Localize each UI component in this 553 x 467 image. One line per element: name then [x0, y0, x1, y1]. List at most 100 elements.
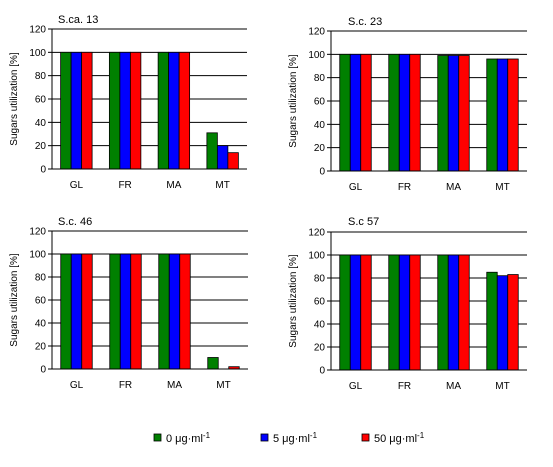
- bar-ma-series-2: [447, 254, 460, 371]
- bar-gl-series-1: [339, 254, 351, 371]
- bar-fr-series-1: [108, 51, 121, 170]
- bar-ma-series-1: [158, 253, 170, 370]
- y-tick-label: 60: [35, 95, 47, 106]
- bar-gl-series-1: [60, 253, 72, 370]
- bar-fr-series-3: [409, 254, 421, 371]
- y-tick-label: 60: [35, 296, 47, 307]
- bar-ma-series-1: [437, 254, 449, 371]
- bar-fr-series-3: [409, 53, 421, 172]
- bar-fr-series-2: [119, 51, 131, 170]
- bar-fr-series-2: [398, 53, 411, 172]
- bar-gl-series-3: [81, 253, 93, 370]
- chart-panel-4: S.c 57 0 20 40 60 80 100 120 Sugars utilization …: [288, 216, 527, 392]
- chart-panel-1: S.ca. 13 0 20 40 60 80 100 120 Sugars utilizatio…: [9, 14, 247, 191]
- x-tick-label: GL: [70, 180, 84, 191]
- y-tick-label: 60: [314, 297, 326, 308]
- x-tick-label: MT: [216, 380, 230, 391]
- y-tick-label: 0: [319, 167, 325, 178]
- bar-gl-series-2: [349, 254, 362, 371]
- legend-swatch: [153, 433, 162, 442]
- y-axis-title: Sugars utilization [%]: [9, 52, 20, 146]
- y-axis-title: Sugars utilization [%]: [9, 253, 20, 347]
- y-tick-label: 20: [35, 342, 47, 353]
- y-tick-label: 100: [308, 50, 325, 61]
- legend-label-superscript: -1: [310, 431, 318, 440]
- bar-fr-series-1: [109, 253, 121, 370]
- y-tick-label: 0: [40, 365, 46, 376]
- bar-gl-series-3: [360, 254, 372, 371]
- panel-title: S.c. 23: [348, 16, 382, 28]
- x-tick-label: FR: [398, 182, 411, 193]
- y-tick-label: 80: [314, 73, 326, 84]
- bar-mt-series-1: [207, 357, 219, 370]
- bar-mt-series-1: [486, 271, 498, 371]
- chart-panel-2: S.c. 23 0 20 40 60 80 100 120 Sugars utilization…: [288, 16, 527, 193]
- y-tick-label: 0: [40, 165, 46, 176]
- y-tick-label: 80: [314, 274, 326, 285]
- bar-ma-series-1: [157, 51, 170, 170]
- y-tick-label: 40: [314, 120, 326, 131]
- bar-gl-series-2: [70, 253, 83, 370]
- bar-ma-series-2: [168, 51, 180, 170]
- legend-entry-3: 50 μg·ml-1: [361, 431, 425, 445]
- legend-label-superscript: -1: [417, 431, 425, 440]
- bar-gl-series-3: [81, 51, 93, 170]
- legend-label: 0 μg·ml-1: [166, 431, 211, 445]
- bar-fr-series-1: [388, 254, 400, 371]
- legend: 0 μg·ml-1 5 μg·ml-1 50 μg·ml-1: [153, 431, 425, 445]
- x-tick-label: MA: [166, 180, 181, 191]
- bar-ma-series-2: [447, 55, 460, 172]
- y-tick-label: 100: [29, 250, 46, 261]
- x-tick-label: MA: [446, 182, 461, 193]
- bar-mt-series-3: [507, 274, 519, 371]
- x-tick-label: MA: [446, 381, 461, 392]
- legend-swatch: [260, 433, 269, 442]
- bar-gl-series-2: [70, 51, 83, 170]
- y-tick-label: 120: [308, 228, 325, 239]
- y-tick-label: 60: [314, 97, 326, 108]
- y-tick-label: 40: [35, 319, 47, 330]
- y-tick-label: 100: [29, 48, 46, 59]
- x-tick-label: GL: [70, 380, 84, 391]
- y-tick-label: 120: [308, 27, 325, 38]
- x-tick-label: FR: [398, 381, 411, 392]
- bar-fr-series-3: [129, 51, 142, 170]
- bar-ma-series-3: [178, 51, 191, 170]
- x-tick-label: MT: [215, 180, 229, 191]
- y-tick-label: 20: [314, 343, 326, 354]
- bar-gl-series-1: [339, 53, 351, 172]
- bar-ma-series-3: [179, 253, 191, 370]
- panel-title: S.c. 46: [58, 216, 92, 228]
- x-tick-label: GL: [349, 381, 363, 392]
- y-tick-label: 0: [319, 366, 325, 377]
- y-tick-label: 80: [35, 71, 47, 82]
- bar-gl-series-2: [349, 53, 362, 172]
- bar-fr-series-2: [398, 254, 411, 371]
- bar-ma-series-3: [458, 55, 470, 172]
- legend-entry-1: 0 μg·ml-1: [153, 431, 211, 445]
- bar-ma-series-3: [458, 254, 470, 371]
- bar-fr-series-2: [119, 253, 132, 370]
- bar-mt-series-3: [227, 152, 239, 170]
- bar-gl-series-1: [60, 51, 72, 170]
- bar-mt-series-2: [216, 145, 229, 170]
- bar-ma-series-1: [437, 55, 449, 172]
- y-axis-title: Sugars utilization [%]: [288, 254, 299, 348]
- legend-label-text: 50 μg·ml: [374, 433, 417, 445]
- legend-entry-2: 5 μg·ml-1: [260, 431, 318, 445]
- y-tick-label: 20: [314, 143, 326, 154]
- x-tick-label: MT: [495, 182, 509, 193]
- panel-title: S.c 57: [348, 216, 379, 228]
- y-tick-label: 120: [29, 227, 46, 238]
- x-tick-label: FR: [118, 180, 131, 191]
- y-tick-label: 80: [35, 273, 47, 284]
- legend-label: 5 μg·ml-1: [273, 431, 318, 445]
- y-tick-label: 40: [314, 320, 326, 331]
- legend-swatch: [361, 433, 370, 442]
- y-tick-label: 100: [308, 251, 325, 262]
- y-axis-title: Sugars utilization [%]: [288, 54, 299, 148]
- bar-gl-series-3: [360, 53, 372, 172]
- bar-fr-series-3: [130, 253, 142, 370]
- y-tick-label: 40: [35, 118, 47, 129]
